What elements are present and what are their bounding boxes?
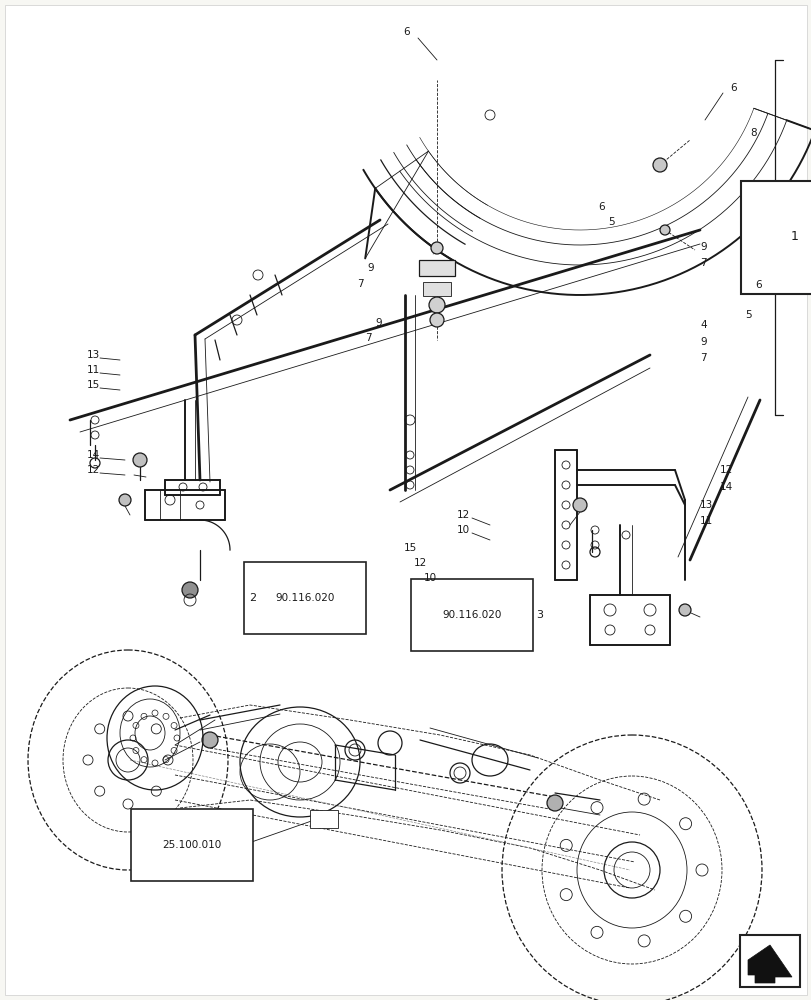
Bar	[418, 260, 454, 276]
Text: 12: 12	[87, 465, 100, 475]
Text: 12: 12	[719, 465, 732, 475]
Text: 5: 5	[608, 217, 615, 227]
Bar	[739, 935, 799, 987]
Text: 2: 2	[249, 593, 256, 603]
Text: 10: 10	[423, 573, 436, 583]
Bar	[310, 810, 337, 828]
Text: 5: 5	[744, 310, 751, 320]
Circle shape	[573, 498, 586, 512]
Text: 11: 11	[699, 516, 712, 526]
Circle shape	[652, 158, 666, 172]
Circle shape	[202, 732, 217, 748]
Text: 7: 7	[699, 353, 706, 363]
Text: 6: 6	[598, 202, 604, 212]
Circle shape	[678, 604, 690, 616]
Text: 9: 9	[699, 242, 706, 252]
Circle shape	[547, 795, 562, 811]
Text: 12: 12	[414, 558, 427, 568]
Text: 90.116.020: 90.116.020	[442, 610, 501, 620]
Text: 3: 3	[536, 610, 543, 620]
Text: 90.116.020: 90.116.020	[275, 593, 334, 603]
Circle shape	[133, 453, 147, 467]
Circle shape	[431, 242, 443, 254]
Bar	[423, 282, 450, 296]
Text: 25.100.010: 25.100.010	[162, 840, 221, 850]
Text: 8: 8	[749, 128, 756, 138]
Text: 14: 14	[719, 482, 732, 492]
Text: 10: 10	[457, 525, 470, 535]
Text: 9: 9	[375, 318, 381, 328]
Text: 15: 15	[403, 543, 417, 553]
Circle shape	[430, 313, 444, 327]
Text: 6: 6	[403, 27, 410, 37]
Text: 9: 9	[699, 337, 706, 347]
Text: 9: 9	[367, 263, 374, 273]
Text: 13: 13	[699, 500, 712, 510]
Text: 7: 7	[699, 258, 706, 268]
Polygon shape	[747, 945, 791, 983]
Text: 14: 14	[87, 450, 100, 460]
Text: 7: 7	[357, 279, 363, 289]
Text: 12: 12	[456, 510, 470, 520]
Text: 7: 7	[365, 333, 371, 343]
Text: 6: 6	[729, 83, 736, 93]
Text: 15: 15	[87, 380, 100, 390]
Circle shape	[182, 582, 198, 598]
Circle shape	[119, 494, 131, 506]
Circle shape	[428, 297, 444, 313]
Text: 6: 6	[754, 280, 761, 290]
Text: 1: 1	[790, 231, 798, 243]
Text: 4: 4	[699, 320, 706, 330]
Text: 13: 13	[87, 350, 100, 360]
Circle shape	[659, 225, 669, 235]
Text: 11: 11	[87, 365, 100, 375]
